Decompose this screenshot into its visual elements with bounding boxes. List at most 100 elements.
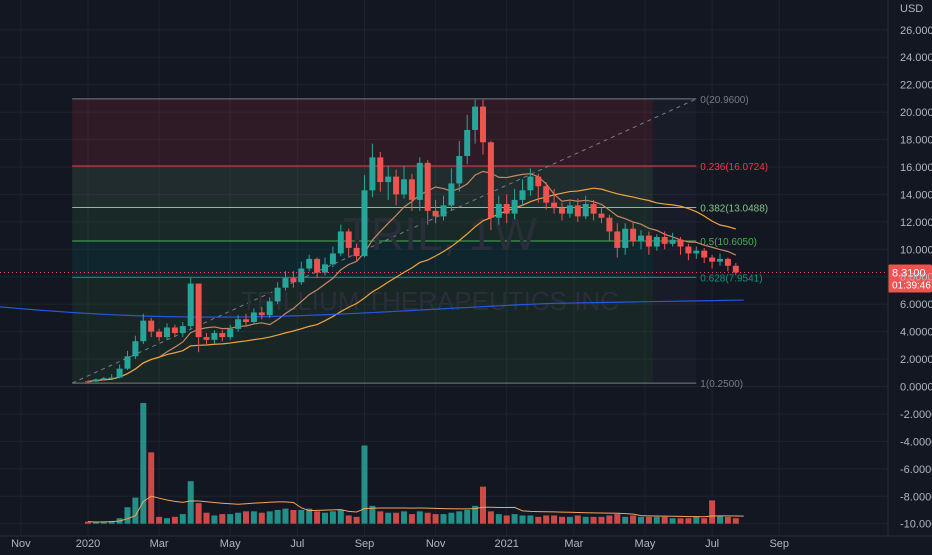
candle-body	[440, 205, 447, 217]
volume-bar	[377, 511, 384, 524]
candle-body	[187, 283, 194, 327]
candle-body	[709, 257, 716, 262]
candle-body	[645, 235, 652, 247]
time-tick-label: Nov	[11, 538, 31, 550]
volume-bar	[369, 505, 376, 524]
candles	[85, 99, 739, 383]
price-axis[interactable]: 26.0000 24.0000 22.0000 20.0000 18.0000 16.00…	[887, 0, 932, 536]
candle-body	[250, 312, 257, 323]
candle-body	[503, 204, 510, 214]
volume-bar	[235, 512, 242, 524]
price-tick-label: 18.0000	[900, 135, 932, 147]
volume-bar	[535, 516, 542, 524]
volume-bar	[219, 514, 226, 524]
candle-body	[511, 199, 518, 214]
fib-level-label: 0.628(7.9541)	[700, 273, 762, 284]
candle-body	[393, 176, 400, 195]
volume-bar	[724, 516, 731, 524]
candle-body	[195, 283, 202, 338]
candle-body	[543, 186, 550, 203]
candle-body	[661, 236, 668, 244]
volume-bar	[669, 518, 676, 524]
volume-bar	[590, 516, 597, 524]
volume-bar	[487, 511, 494, 524]
volume-bar	[243, 511, 249, 524]
volume-bar	[606, 515, 613, 524]
candle-body	[598, 213, 605, 218]
time-axis[interactable]: Nov 2020 Mar May Jul Sep Nov 2021 Mar May Jul Sep	[0, 535, 932, 550]
volume-bar	[345, 515, 352, 524]
candle-body	[693, 250, 700, 254]
time-tick-label: 2020	[76, 538, 100, 550]
candle-body	[369, 157, 376, 191]
candle-body	[124, 356, 131, 369]
volume-bar	[511, 514, 518, 524]
volume-bar	[424, 512, 431, 524]
candle-body	[606, 217, 613, 232]
ma-long-line	[0, 299, 744, 318]
candle-body	[164, 327, 170, 338]
candle-body	[487, 142, 494, 218]
candle-body	[535, 176, 542, 187]
volume-bar	[92, 522, 99, 524]
volume-bar	[701, 518, 708, 524]
volume-bar	[274, 509, 281, 524]
volume-bar	[124, 507, 131, 524]
price-tick-label: 20.0000	[900, 107, 932, 119]
volume-bar	[503, 515, 510, 524]
price-tick-label: 10.0000	[900, 244, 932, 256]
candle-body	[385, 176, 392, 183]
volume-bar	[132, 497, 139, 524]
candle-body	[416, 162, 423, 200]
price-tick-label: 4.0000	[900, 327, 932, 339]
time-tick-label: Mar	[564, 538, 583, 550]
volume-bar	[677, 518, 684, 524]
candle-body	[235, 319, 242, 329]
candle-body	[148, 320, 155, 332]
volume-bar	[456, 511, 463, 524]
price-tick-label: -4.0000	[900, 436, 932, 448]
volume-bar	[306, 508, 313, 524]
time-tick-label: Nov	[426, 538, 446, 550]
candle-body	[732, 265, 739, 273]
candle-body	[337, 231, 344, 254]
candle-body	[401, 179, 407, 195]
time-tick-label: Sep	[769, 538, 789, 550]
candle-body	[559, 208, 565, 214]
candle-body	[495, 204, 502, 218]
candle-body	[377, 157, 384, 183]
volume-bar	[622, 516, 629, 524]
volume-bar	[250, 511, 257, 524]
volume-bar	[203, 512, 210, 524]
volume-bar	[566, 516, 573, 524]
time-tick-label: Jul	[290, 538, 304, 550]
candle-body	[361, 190, 368, 257]
candle-body	[669, 239, 676, 244]
volume-bar	[709, 500, 716, 524]
fib-level-label: 0.5(10.6050)	[700, 237, 757, 248]
candle-body	[630, 228, 637, 242]
candle-body	[480, 106, 486, 143]
volume-bar	[543, 515, 550, 524]
volume-bar	[314, 511, 321, 524]
volume-bar	[179, 514, 186, 524]
candle-body	[211, 332, 218, 340]
candle-body	[298, 268, 305, 283]
volume-bars	[85, 402, 744, 524]
price-tick-label: 16.0000	[900, 162, 932, 174]
volume-bar	[148, 452, 155, 524]
candle-body	[353, 247, 360, 257]
volume-bar	[480, 486, 486, 524]
volume-bar	[717, 515, 723, 524]
candle-body	[140, 320, 147, 342]
volume-bar	[440, 514, 447, 524]
candle-body	[100, 378, 107, 380]
candle-body	[448, 183, 455, 206]
candle-body	[590, 204, 597, 214]
volume-bar	[385, 512, 392, 524]
volume-bar	[401, 511, 407, 524]
volume-bar	[140, 402, 147, 524]
volume-bar	[614, 514, 621, 524]
candle-body	[274, 287, 281, 302]
